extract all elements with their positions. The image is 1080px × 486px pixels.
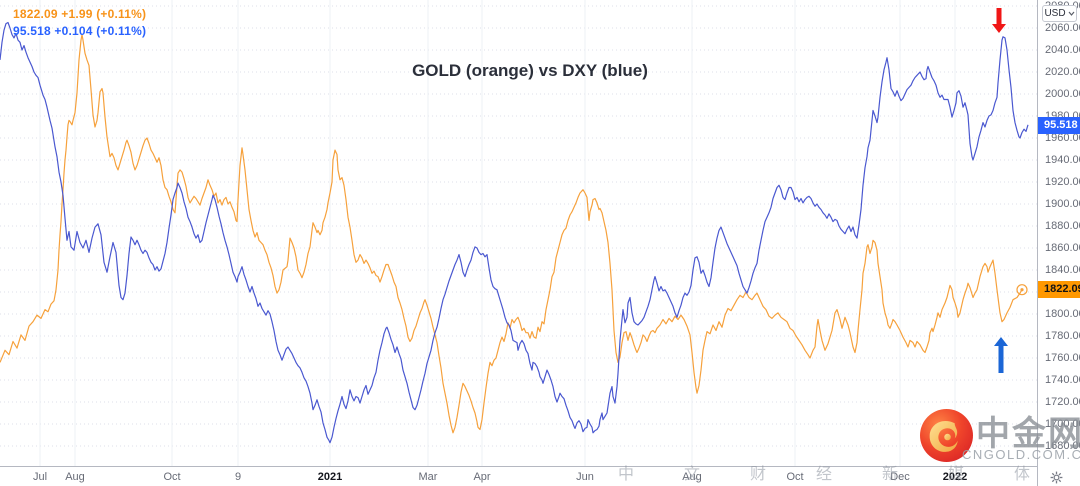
price-axis-label: 1860.00 xyxy=(1045,242,1080,254)
time-axis-label: 2021 xyxy=(317,471,343,483)
price-axis-label: 1740.00 xyxy=(1045,374,1080,386)
time-axis-label: 2022 xyxy=(942,471,968,483)
price-axis-label: 1700.00 xyxy=(1045,418,1080,430)
time-axis-label: Apr xyxy=(473,471,491,483)
price-axis-label: 1960.00 xyxy=(1045,132,1080,144)
price-axis-label: 2040.00 xyxy=(1045,44,1080,56)
price-axis-label: 1880.00 xyxy=(1045,220,1080,232)
time-axis-label: Jun xyxy=(576,471,594,483)
price-axis-label: 1900.00 xyxy=(1045,198,1080,210)
time-axis-label: 9 xyxy=(234,471,242,483)
time-axis-label: Dec xyxy=(890,471,910,483)
price-axis-label: 2060.00 xyxy=(1045,22,1080,34)
gold-line[interactable] xyxy=(0,33,1023,434)
chart-title: GOLD (orange) vs DXY (blue) xyxy=(412,61,648,80)
blue-up-arrow[interactable] xyxy=(994,337,1008,373)
price-axis-label: 1680.00 xyxy=(1045,440,1080,452)
red-down-arrow[interactable] xyxy=(992,8,1006,33)
price-badge-1822-09: 1822.09 xyxy=(1038,281,1080,299)
price-axis-label: 1720.00 xyxy=(1045,396,1080,408)
currency-selector-label: USD xyxy=(1044,8,1066,19)
chevron-down-icon xyxy=(1068,11,1075,16)
price-axis[interactable]: USD 2080.002060.002040.002020.002000.001… xyxy=(1037,0,1080,486)
price-axis-label: 2000.00 xyxy=(1045,88,1080,100)
legend: 1822.09 +1.99 (+0.11%) 95.518 +0.104 (+0… xyxy=(13,6,146,40)
time-axis-label: Mar xyxy=(418,471,438,483)
legend-gold-row: 1822.09 +1.99 (+0.11%) xyxy=(13,7,147,21)
price-axis-label: 1800.00 xyxy=(1045,308,1080,320)
price-axis-label: 1780.00 xyxy=(1045,330,1080,342)
gold-end-dot xyxy=(1020,288,1024,292)
gold-end-marker xyxy=(1016,284,1028,296)
time-axis-label: Oct xyxy=(163,471,181,483)
time-axis-label: Jul xyxy=(32,471,48,483)
price-axis-label: 2020.00 xyxy=(1045,66,1080,78)
time-axis-label: Aug xyxy=(65,471,85,483)
dxy-line[interactable] xyxy=(0,21,1029,444)
price-axis-label: 1840.00 xyxy=(1045,264,1080,276)
time-axis-label: Aug xyxy=(682,471,702,483)
time-axis-label: Oct xyxy=(786,471,804,483)
price-axis-label: 1940.00 xyxy=(1045,154,1080,166)
price-axis-label: 1760.00 xyxy=(1045,352,1080,364)
currency-selector-button[interactable]: USD xyxy=(1042,5,1077,22)
legend-dxy-row: 95.518 +0.104 (+0.11%) xyxy=(13,24,147,38)
price-badge-95-518: 95.518 xyxy=(1038,117,1080,135)
price-axis-label: 1920.00 xyxy=(1045,176,1080,188)
chart-plot-area[interactable] xyxy=(0,0,1080,466)
time-axis[interactable]: Jul Aug Oct 9 2021 Mar Apr Jun Aug Oct Dec 2022 xyxy=(0,466,1080,486)
gear-icon[interactable] xyxy=(1050,471,1063,484)
